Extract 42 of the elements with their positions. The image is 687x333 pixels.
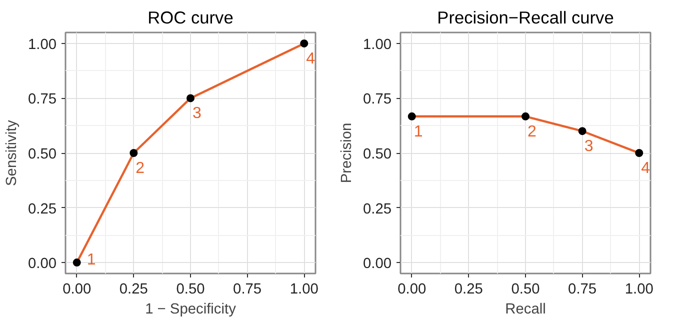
annotation: 3 <box>192 105 202 122</box>
x-tick-label: 0.50 <box>511 282 540 298</box>
annotation: 4 <box>306 50 316 68</box>
point <box>408 112 416 120</box>
x-tick-label: 0.50 <box>176 282 205 298</box>
annotation: 2 <box>528 123 536 140</box>
x-tick-label: 1.00 <box>624 282 654 298</box>
annotation: 1 <box>86 252 96 269</box>
y-tick-label: 0.25 <box>28 201 57 218</box>
point <box>186 94 194 102</box>
y-tick-label: 0.75 <box>362 92 392 108</box>
chart-title: ROC curve <box>148 8 234 28</box>
y-tick-label: 0.00 <box>362 256 392 272</box>
y-tick-label: 0.75 <box>28 92 57 108</box>
y-tick-label: 0.50 <box>362 146 392 162</box>
point <box>578 127 586 136</box>
y-axis-title: Precision <box>338 122 355 184</box>
x-tick-label: 0.00 <box>398 282 426 298</box>
point <box>300 39 308 48</box>
point <box>72 258 81 267</box>
x-tick-label: 0.00 <box>62 282 92 298</box>
y-tick-label: 0.00 <box>28 256 57 272</box>
y-tick-label: 0.25 <box>362 201 392 218</box>
annotation: 1 <box>414 123 423 140</box>
point <box>130 149 138 157</box>
x-tick-label: 0.75 <box>568 282 597 298</box>
y-tick-label: 1.00 <box>362 36 392 53</box>
point <box>522 112 530 120</box>
x-tick-label: 0.25 <box>454 282 483 298</box>
x-tick-label: 1.00 <box>290 282 318 298</box>
point <box>635 149 644 157</box>
x-tick-label: 0.25 <box>119 282 148 298</box>
annotation: 4 <box>641 160 650 177</box>
y-axis-title: Sensitivity <box>4 119 20 186</box>
chart-title: Precision−Recall curve <box>437 8 614 28</box>
y-tick-label: 0.50 <box>28 146 57 162</box>
x-axis-title: 1 − Specificity <box>145 302 237 318</box>
x-axis-title: Recall <box>505 302 546 318</box>
x-tick-label: 0.75 <box>233 282 262 298</box>
y-tick-label: 1.00 <box>28 36 57 53</box>
annotation: 2 <box>136 160 145 177</box>
annotation: 3 <box>584 138 594 156</box>
